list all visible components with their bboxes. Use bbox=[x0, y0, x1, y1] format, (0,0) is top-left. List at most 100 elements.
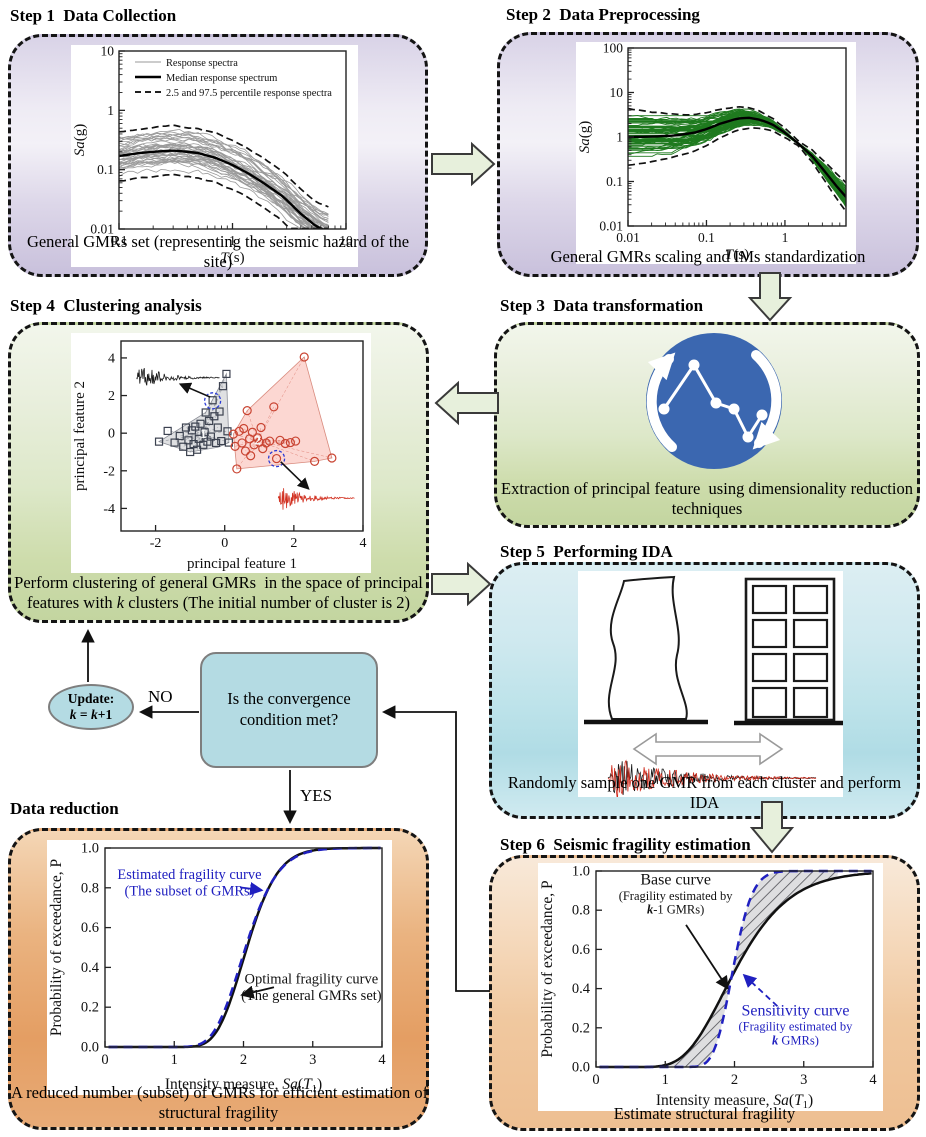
svg-text:1: 1 bbox=[662, 1072, 669, 1088]
svg-text:2: 2 bbox=[108, 389, 115, 404]
svg-text:1: 1 bbox=[171, 1052, 178, 1068]
step3-title: Step 3 Data transformation bbox=[500, 296, 704, 315]
svg-text:0: 0 bbox=[592, 1072, 599, 1088]
svg-text:10: 10 bbox=[610, 85, 624, 100]
svg-text:1: 1 bbox=[782, 230, 789, 245]
step5-caption: Randomly sample one GMR from each cluste… bbox=[507, 773, 902, 812]
step6-caption: Estimate structural fragility bbox=[613, 1103, 796, 1123]
step2-box: 0.01 0.1 1 0.01 0.1 1 10 100 T(s) Sa(g) General G… bbox=[497, 32, 919, 277]
step4-caption-line1: Perform clustering of general GMRs in th… bbox=[14, 573, 423, 593]
svg-text:0.2: 0.2 bbox=[81, 1000, 99, 1016]
svg-text:2: 2 bbox=[240, 1052, 247, 1068]
update-k-ellipse: Update: k = k+1 bbox=[48, 684, 134, 730]
data-transformation-icon bbox=[646, 333, 782, 469]
svg-text:3: 3 bbox=[309, 1052, 316, 1068]
data-reduction-box: 0 1 2 3 4 0.0 0.2 0.4 0.6 0.8 1.0 Intensity measure… bbox=[8, 828, 429, 1130]
svg-text:0.6: 0.6 bbox=[81, 920, 99, 936]
svg-text:0.1: 0.1 bbox=[606, 174, 623, 189]
svg-text:1: 1 bbox=[229, 233, 236, 248]
step6-fragility-chart: 0 1 2 3 4 0.0 0.2 0.4 0.6 0.8 1.0 Intensity measure… bbox=[538, 863, 883, 1111]
svg-text:0.6: 0.6 bbox=[572, 942, 590, 958]
data-reduction-title: Data reduction bbox=[10, 799, 119, 818]
step2-scaled-spectra-chart: 0.01 0.1 1 0.01 0.1 1 10 100 T(s) Sa(g) bbox=[576, 42, 856, 264]
step1-title: Step 1 Data Collection bbox=[10, 6, 177, 25]
svg-text:0.0: 0.0 bbox=[572, 1060, 590, 1076]
yes-label: YES bbox=[300, 786, 333, 805]
svg-text:Estimated fragility curve: Estimated fragility curve bbox=[117, 867, 261, 883]
step4-clustering-chart: 1 2 -2 0 2 4 -4 -2 0 2 4 principal feature 1 princip… bbox=[71, 333, 371, 573]
svg-text:4: 4 bbox=[108, 351, 115, 366]
svg-text:(The general GMRs set): (The general GMRs set) bbox=[241, 988, 382, 1004]
svg-text:1: 1 bbox=[107, 103, 114, 118]
svg-text:2: 2 bbox=[254, 433, 260, 448]
step4-title: Step 4 Clustering analysis bbox=[10, 296, 202, 315]
svg-text:4: 4 bbox=[378, 1052, 386, 1068]
update-label: Update: bbox=[67, 690, 115, 706]
svg-text:Sa(g): Sa(g) bbox=[577, 121, 593, 154]
step6-title: Step 6 Seismic fragility estimation bbox=[500, 835, 751, 854]
step3-caption-line1: Extraction of principal feature using di… bbox=[501, 479, 913, 499]
svg-text:100: 100 bbox=[603, 42, 624, 56]
no-label: NO bbox=[148, 687, 173, 706]
svg-text:2.5 and 97.5 percentile respon: 2.5 and 97.5 percentile response spectra bbox=[166, 88, 332, 99]
svg-text:Probability of exceedance, P: Probability of exceedance, P bbox=[539, 880, 556, 1057]
data-reduction-caption: A reduced number (subset) of GMRs for ef… bbox=[11, 1083, 429, 1122]
svg-text:Intensity measure, Sa(T1): Intensity measure, Sa(T1) bbox=[656, 1092, 813, 1111]
svg-text:Optimal fragility curve: Optimal fragility curve bbox=[245, 972, 379, 988]
flow-arrow-step3-step4 bbox=[434, 380, 499, 426]
step6-box: 0 1 2 3 4 0.0 0.2 0.4 0.6 0.8 1.0 Intensity measure… bbox=[489, 855, 920, 1131]
svg-text:-2: -2 bbox=[150, 536, 162, 551]
svg-text:0.4: 0.4 bbox=[81, 960, 100, 976]
svg-text:-4: -4 bbox=[103, 502, 115, 517]
svg-text:T(s): T(s) bbox=[725, 247, 749, 263]
svg-text:principal feature 2: principal feature 2 bbox=[72, 381, 88, 491]
svg-text:0.1: 0.1 bbox=[111, 233, 128, 248]
svg-text:0: 0 bbox=[101, 1052, 108, 1068]
svg-text:0: 0 bbox=[221, 536, 228, 551]
svg-text:3: 3 bbox=[800, 1072, 807, 1088]
svg-text:4: 4 bbox=[360, 536, 367, 551]
data-reduction-fragility-chart: 0 1 2 3 4 0.0 0.2 0.4 0.6 0.8 1.0 Intensity measure… bbox=[47, 840, 392, 1095]
step3-caption: Extraction of principal feature using di… bbox=[497, 479, 917, 518]
svg-text:0.01: 0.01 bbox=[599, 219, 623, 234]
convergence-decision-text: Is the convergence condition met? bbox=[227, 689, 351, 729]
svg-text:0.4: 0.4 bbox=[572, 981, 591, 997]
svg-text:Median response spectrum: Median response spectrum bbox=[166, 73, 277, 84]
data-reduction-caption-line2: structural fragility bbox=[158, 1102, 279, 1122]
svg-text:0.8: 0.8 bbox=[81, 880, 99, 896]
step3-box: Extraction of principal feature using di… bbox=[494, 322, 920, 528]
svg-text:0.2: 0.2 bbox=[572, 1020, 590, 1036]
svg-text:(Fragility estimated by: (Fragility estimated by bbox=[739, 1020, 854, 1034]
svg-text:-2: -2 bbox=[103, 464, 115, 479]
svg-text:0.01: 0.01 bbox=[90, 222, 114, 237]
svg-text:0.1: 0.1 bbox=[698, 230, 715, 245]
svg-text:0.1: 0.1 bbox=[97, 162, 114, 177]
svg-text:1.0: 1.0 bbox=[81, 841, 99, 857]
svg-text:10: 10 bbox=[339, 233, 353, 248]
svg-text:(The subset of GMRs): (The subset of GMRs) bbox=[124, 883, 254, 899]
step2-title: Step 2 Data Preprocessing bbox=[506, 5, 700, 24]
svg-text:0.0: 0.0 bbox=[81, 1040, 99, 1056]
svg-text:(Fragility estimated by: (Fragility estimated by bbox=[619, 889, 734, 903]
step4-caption: Perform clustering of general GMRs in th… bbox=[11, 573, 426, 612]
flow-arrow-step2-step3 bbox=[747, 272, 793, 322]
update-formula: k = k+1 bbox=[69, 707, 113, 722]
data-reduction-caption-line1: A reduced number (subset) of GMRs for ef… bbox=[11, 1083, 429, 1103]
svg-text:0.01: 0.01 bbox=[616, 230, 640, 245]
flow-arrow-step4-step5 bbox=[431, 561, 492, 607]
svg-text:Sensitivity curve: Sensitivity curve bbox=[741, 1003, 849, 1020]
step1-caption: General GMRs set (representing the seism… bbox=[26, 232, 410, 271]
step5-ida-illustration bbox=[578, 571, 843, 797]
step4-box: 1 2 -2 0 2 4 -4 -2 0 2 4 principal feature 1 princip… bbox=[8, 322, 429, 623]
step5-box: Randomly sample one GMR from each cluste… bbox=[489, 562, 920, 819]
svg-text:Sa(g): Sa(g) bbox=[72, 124, 88, 157]
svg-text:2: 2 bbox=[290, 536, 297, 551]
svg-text:Response spectra: Response spectra bbox=[166, 58, 238, 69]
svg-text:0: 0 bbox=[108, 427, 115, 442]
step3-caption-line2: techniques bbox=[671, 498, 743, 518]
svg-text:T(s): T(s) bbox=[220, 250, 244, 266]
step4-caption-line2: features with k clusters (The initial nu… bbox=[26, 592, 411, 612]
svg-text:4: 4 bbox=[869, 1072, 877, 1088]
svg-text:0.8: 0.8 bbox=[572, 903, 590, 919]
